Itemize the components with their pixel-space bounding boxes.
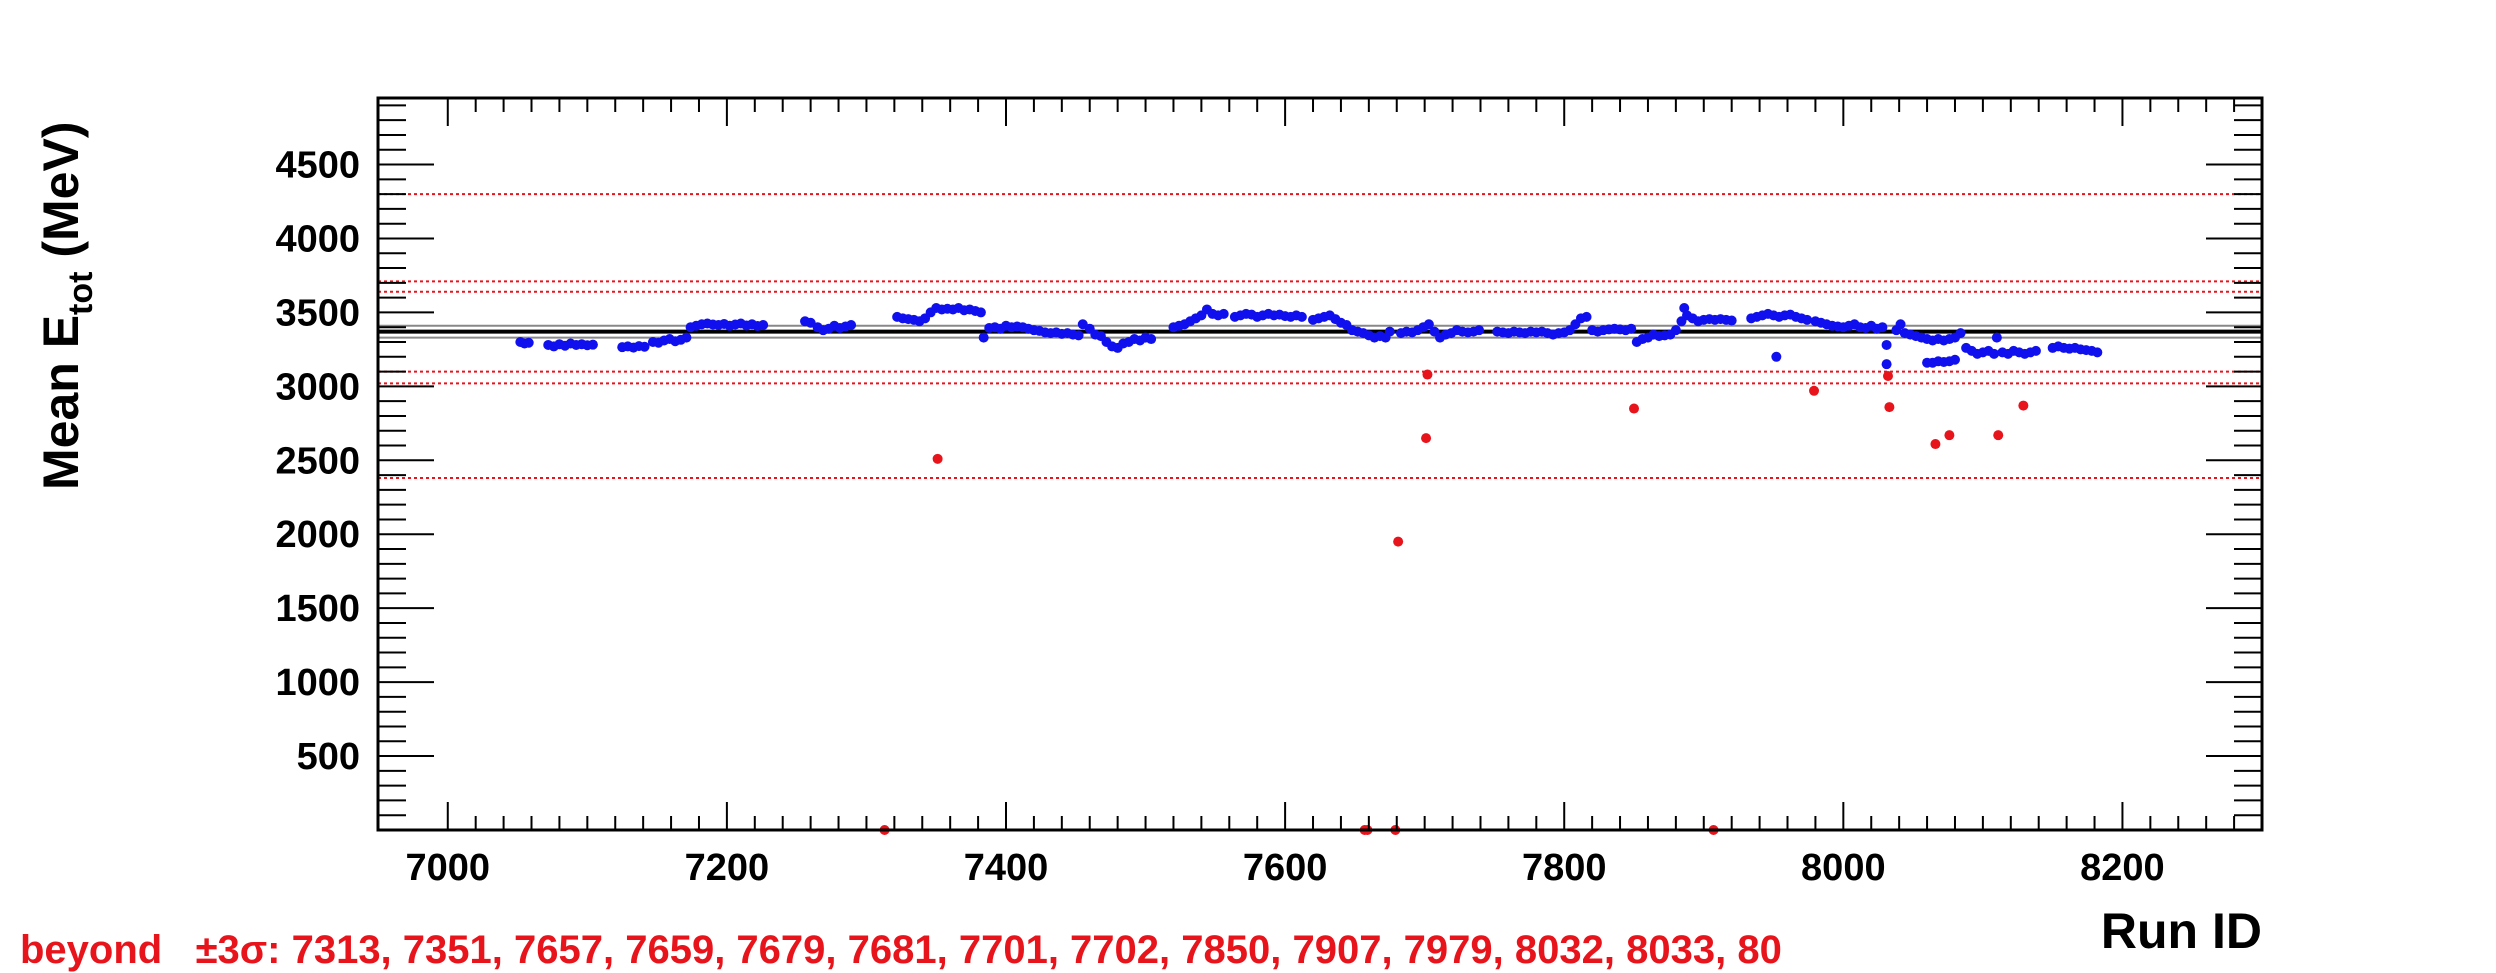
outlier-point [1629, 403, 1639, 414]
y-axis-label-sub: tot [62, 272, 100, 315]
data-point [1881, 339, 1892, 350]
data-point [681, 332, 692, 343]
data-point [1771, 351, 1782, 362]
outlier-point [2018, 400, 2029, 411]
data-point [846, 319, 857, 330]
data-point [758, 319, 769, 330]
x-tick-label: 7200 [685, 847, 770, 889]
plot-frame [376, 96, 2264, 832]
x-tick-label: 7000 [406, 847, 491, 889]
data-point [1670, 325, 1681, 336]
footer-outlier-list: ±3σ: 7313, 7351, 7657, 7659, 7679, 7681,… [195, 928, 1782, 972]
y-tick-label: 2500 [275, 440, 360, 482]
data-point [978, 332, 989, 343]
x-tick-label: 8000 [1801, 847, 1886, 889]
x-tick-label: 8200 [2080, 847, 2165, 889]
outlier-point [1421, 433, 1432, 444]
outlier-point [1944, 430, 1955, 441]
data-point [1296, 311, 1307, 322]
outlier-point [1809, 385, 1820, 396]
data-point [1802, 314, 1813, 325]
data-point [1989, 348, 2000, 359]
data-point [1423, 319, 1434, 330]
y-tick-label: 1500 [275, 588, 360, 630]
data-point [1218, 308, 1229, 319]
data-point [1626, 323, 1637, 334]
outlier-footer: beyond ±3σ: 7313, 7351, 7657, 7659, 7679… [20, 928, 1782, 973]
y-tick-label: 4000 [275, 218, 360, 260]
reference-lines [378, 193, 2262, 480]
y-tick-label: 500 [297, 736, 360, 778]
y-tick-label: 3000 [275, 366, 360, 408]
y-axis-label-unit: (MeV) [33, 122, 89, 272]
y-tick-label: 3500 [275, 292, 360, 334]
data-point [975, 307, 986, 318]
outlier-point [1422, 369, 1433, 380]
outlier-point [1884, 402, 1895, 413]
data-point [1895, 319, 1906, 330]
outlier-point [1882, 371, 1893, 382]
outlier-point [1930, 439, 1941, 450]
data-points [515, 302, 2103, 835]
x-tick-label: 7600 [1243, 847, 1328, 889]
data-point [1991, 332, 2002, 343]
data-point [1073, 330, 1084, 341]
x-tick-label: 7400 [964, 847, 1049, 889]
data-point [2030, 345, 2041, 356]
data-point [587, 339, 598, 350]
data-point [1955, 328, 1966, 339]
y-tick-label: 1000 [275, 662, 360, 704]
y-axis-label: Mean Etot (MeV) [33, 122, 100, 490]
data-point [639, 341, 650, 352]
x-tick-label: 7800 [1522, 847, 1607, 889]
data-point [1474, 325, 1485, 336]
data-point [1881, 359, 1892, 370]
y-axis-label-main: Mean E [33, 315, 89, 490]
footer-label: beyond [20, 928, 163, 972]
data-point [1877, 322, 1888, 333]
data-point [2092, 347, 2103, 358]
outlier-point [932, 453, 943, 464]
tick-labels: 7000 7200 7400 7600 7800 8000 8200 500 1000 1500 2… [275, 145, 2164, 889]
data-point [1146, 334, 1157, 345]
y-tick-label: 4500 [275, 145, 360, 187]
data-point [1384, 326, 1395, 337]
data-point [1949, 354, 1960, 365]
axis-ticks [378, 98, 2263, 830]
y-tick-label: 2000 [275, 514, 360, 556]
outlier-point [1393, 536, 1404, 547]
data-point [1726, 315, 1737, 326]
outlier-point [1993, 430, 2004, 441]
data-point [1581, 311, 1592, 322]
x-axis-label: Run ID [2101, 903, 2262, 959]
data-point [523, 337, 534, 348]
